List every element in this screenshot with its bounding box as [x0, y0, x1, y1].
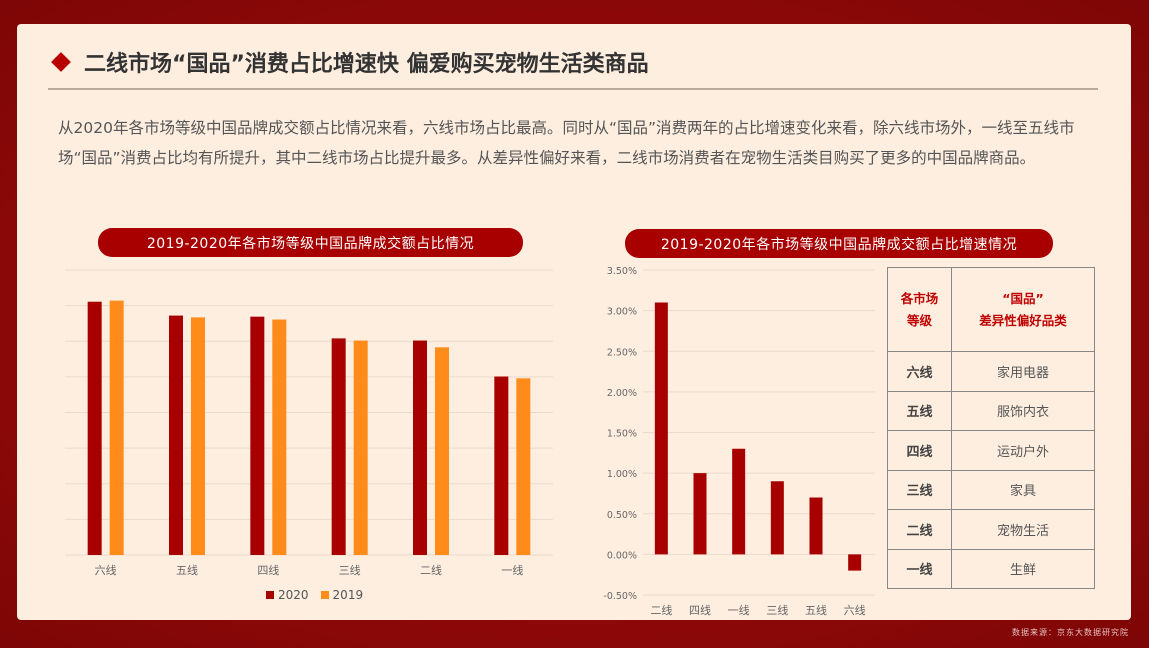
table-row: 一线 生鲜 — [887, 548, 1095, 589]
legend-2019: 2019 — [320, 588, 363, 602]
y-tick-label: 0.00% — [607, 550, 637, 561]
growth-bar — [732, 448, 746, 555]
summary-paragraph: 从2020年各市场等级中国品牌成交额占比情况来看，六线市场占比最高。同时从“国品… — [58, 119, 1075, 167]
growth-bar — [693, 473, 707, 555]
chart1-title: 2019-2020年各市场等级中国品牌成交额占比情况 — [98, 228, 523, 257]
preference-table: 各市场 等级 “国品” 差异性偏好品类 六线 家用电器 五线 服饰内衣 四线 运动户外 三线家… — [887, 267, 1095, 589]
x-tick-label: 六线 — [844, 603, 866, 617]
bar-2019 — [435, 347, 449, 555]
table-row: 六线 家用电器 — [887, 351, 1095, 392]
data-source: 数据来源：京东大数据研究院 — [1012, 628, 1129, 637]
y-tick-label: 0.50% — [607, 510, 637, 521]
preferred-category: 生鲜 — [951, 548, 1095, 589]
x-tick-label: 三线 — [766, 603, 788, 617]
table-row: 四线 运动户外 — [887, 430, 1095, 471]
growth-bar — [848, 554, 862, 571]
y-tick-label: 3.50% — [607, 266, 637, 277]
x-tick-label: 六线 — [95, 563, 117, 577]
y-tick-label: 1.50% — [607, 429, 637, 440]
x-tick-label: 三线 — [339, 563, 361, 577]
x-tick-label: 四线 — [689, 603, 711, 617]
preferred-category: 家具 — [951, 469, 1095, 510]
page-title: 二线市场“国品”消费占比增速快 偏爱购买宠物生活类商品 — [50, 45, 649, 79]
growth-bar — [770, 481, 784, 555]
bar-2019 — [353, 340, 368, 555]
table-row: 五线 服饰内衣 — [887, 390, 1095, 431]
preferred-category: 宠物生活 — [951, 509, 1095, 550]
bar-2019 — [272, 319, 287, 555]
x-tick-label: 四线 — [257, 563, 279, 577]
preferred-category: 运动户外 — [951, 430, 1095, 471]
market-tier: 一线 — [887, 548, 952, 589]
bar-2020 — [169, 315, 183, 555]
title-text: 二线市场“国品”消费占比增速快 偏爱购买宠物生活类商品 — [84, 52, 649, 77]
bar-2019 — [516, 378, 531, 555]
market-tier: 六线 — [887, 351, 952, 392]
bar-2019 — [109, 300, 124, 555]
bar-2020 — [494, 376, 509, 555]
table-row: 三线 家具 — [887, 469, 1095, 510]
preferred-category: 服饰内衣 — [951, 390, 1095, 431]
x-tick-label: 五线 — [805, 603, 827, 617]
x-tick-label: 一线 — [728, 603, 750, 617]
bar-2020 — [413, 340, 427, 555]
market-tier: 四线 — [887, 430, 952, 471]
share-chart: 六线 五线 四线 三线 二线 一线 — [65, 269, 553, 577]
table-header-category: “国品” 差异性偏好品类 — [951, 267, 1095, 352]
y-tick-label: 2.00% — [607, 388, 637, 399]
growth-chart: 3.50% 3.00% 2.50% 2.00% 1.50% 1.00% 0.50% 0.00%… — [603, 266, 875, 617]
growth-bar — [654, 302, 668, 555]
x-tick-label: 二线 — [650, 603, 672, 617]
y-tick-label: 2.50% — [607, 347, 637, 358]
chart1-legend: 2020 2019 — [266, 588, 363, 602]
y-tick-label: 3.00% — [607, 307, 637, 318]
preferred-category: 家用电器 — [951, 351, 1095, 392]
x-tick-label: 一线 — [501, 563, 523, 577]
growth-bar — [809, 497, 823, 555]
bar-2019 — [191, 317, 205, 555]
x-tick-label: 五线 — [176, 563, 198, 577]
market-tier: 五线 — [887, 390, 952, 431]
bar-2020 — [87, 301, 102, 555]
y-tick-label: -0.50% — [603, 591, 637, 602]
table-row: 二线 宠物生活 — [887, 509, 1095, 550]
chart2-title: 2019-2020年各市场等级中国品牌成交额占比增速情况 — [625, 229, 1053, 258]
x-tick-label: 二线 — [420, 563, 442, 577]
bar-2020 — [250, 316, 265, 555]
y-tick-label: 1.00% — [607, 469, 637, 480]
legend-2020: 2020 — [266, 588, 309, 602]
market-tier: 三线 — [887, 469, 952, 510]
table-header-market: 各市场 等级 — [887, 267, 952, 352]
divider — [48, 88, 1098, 90]
bar-2020 — [331, 338, 346, 555]
market-tier: 二线 — [887, 509, 952, 550]
